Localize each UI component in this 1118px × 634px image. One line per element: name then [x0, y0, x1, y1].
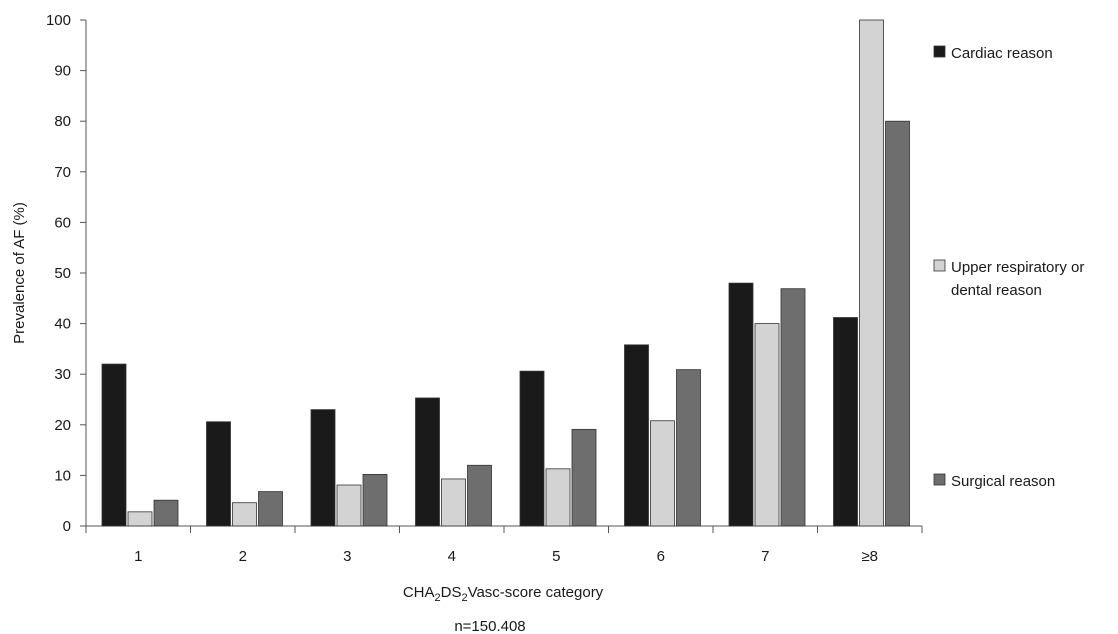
y-axis-title: Prevalence of AF (%) — [11, 202, 28, 344]
bar-cardiac-reason-3 — [310, 409, 336, 527]
legend-label-line: Upper respiratory or — [951, 259, 1084, 276]
legend-swatch — [933, 45, 946, 58]
x-axis-title: CHA2DS2Vasc-score category — [403, 584, 604, 604]
legend-label: Surgical reason — [951, 473, 1055, 490]
x-axis-title-subscript: 2 — [461, 592, 467, 604]
x-axis-title-part: Vasc-score category — [468, 584, 604, 601]
x-tick-label: 2 — [239, 548, 247, 565]
y-tick-label: 80 — [54, 113, 71, 130]
bar-cardiac-reason-2 — [206, 421, 231, 527]
legend-swatch — [933, 473, 946, 486]
bar-upper-respiratory-or-dental-reason-1 — [127, 511, 153, 527]
bar-surgical-reason-7 — [780, 288, 806, 527]
y-tick-label: 10 — [54, 467, 71, 484]
y-tick-label: 100 — [46, 12, 71, 29]
legend: Cardiac reason Upper respiratory or dental… — [933, 45, 1084, 490]
x-tick-label: 7 — [761, 548, 769, 565]
bar-upper-respiratory-or-dental-reason-4 — [441, 478, 466, 527]
x-axis-title-part: CHA — [403, 584, 435, 601]
y-tick-label: 50 — [54, 265, 71, 282]
bar-cardiac-reason-6 — [624, 344, 649, 527]
y-axis: 0 10 20 30 40 50 60 70 80 90 100 — [46, 12, 87, 535]
bar-upper-respiratory-or-dental-reason-6 — [650, 420, 675, 527]
bar-surgical-reason-8 — [885, 120, 910, 527]
x-tick-label: 6 — [657, 548, 665, 565]
bar-upper-respiratory-or-dental-reason-2 — [232, 502, 257, 527]
bar-surgical-reason-3 — [362, 473, 388, 527]
bar-cardiac-reason-8 — [833, 317, 858, 527]
y-tick-label: 90 — [54, 63, 71, 80]
y-tick-label: 30 — [54, 366, 71, 383]
y-tick-label: 20 — [54, 417, 71, 434]
bar-surgical-reason-4 — [467, 464, 492, 527]
x-axis-title-part: DS — [441, 584, 462, 601]
legend-label-line: dental reason — [951, 282, 1042, 299]
bar-upper-respiratory-or-dental-reason-5 — [545, 468, 571, 527]
bar-cardiac-reason-1 — [101, 363, 127, 527]
bar-upper-respiratory-or-dental-reason-3 — [336, 484, 362, 527]
bar-cardiac-reason-7 — [728, 282, 754, 527]
x-tick-label: 5 — [552, 548, 560, 565]
bar-cardiac-reason-4 — [415, 397, 440, 527]
bar-surgical-reason-6 — [676, 369, 701, 527]
y-tick-label: 0 — [63, 518, 71, 535]
x-axis-title-subscript: 2 — [434, 592, 440, 604]
bar-surgical-reason-5 — [571, 428, 597, 527]
bar-cardiac-reason-5 — [519, 370, 545, 527]
y-tick-label: 70 — [54, 164, 71, 181]
bar-upper-respiratory-or-dental-reason-8 — [859, 19, 884, 527]
y-tick-label: 40 — [54, 316, 71, 333]
x-tick-label: 1 — [134, 548, 142, 565]
y-tick-label: 60 — [54, 214, 71, 231]
x-tick-label: 3 — [343, 548, 351, 565]
bar-surgical-reason-2 — [258, 491, 283, 527]
bars — [101, 19, 910, 527]
legend-label: Upper respiratory or dental reason — [951, 259, 1084, 299]
legend-label: Cardiac reason — [951, 45, 1053, 62]
x-tick-label: 4 — [448, 548, 456, 565]
sample-size-note: n=150.408 — [454, 618, 525, 634]
x-tick-label: ≥8 — [861, 548, 878, 565]
x-axis: 1 2 3 4 5 6 7 ≥8 — [85, 525, 923, 565]
legend-swatch — [933, 259, 946, 272]
bar-upper-respiratory-or-dental-reason-7 — [754, 323, 780, 527]
bar-surgical-reason-1 — [153, 499, 179, 527]
